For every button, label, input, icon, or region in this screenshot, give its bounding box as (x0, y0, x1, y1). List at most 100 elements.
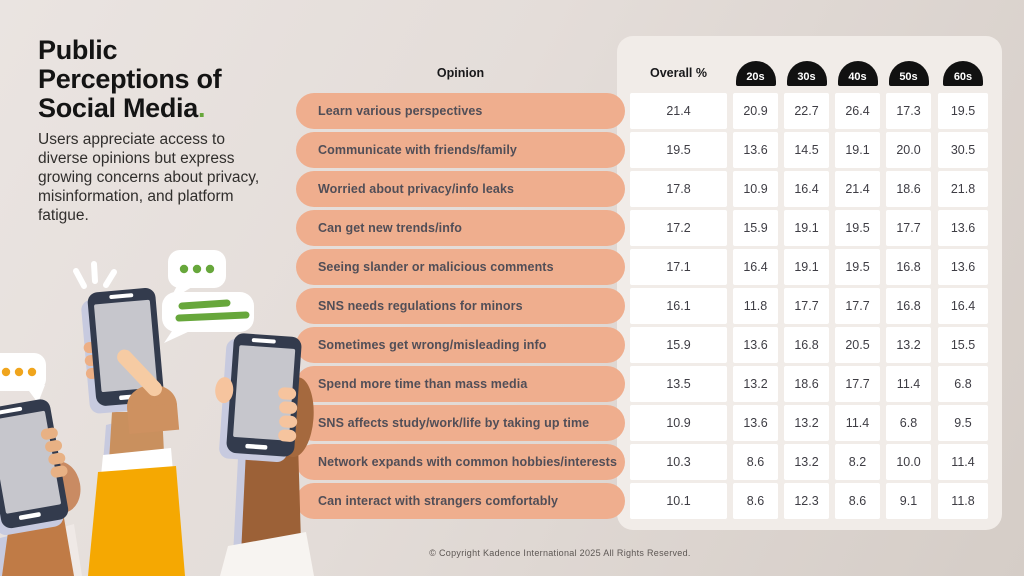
age-value-cell: 19.1 (784, 249, 829, 285)
age-value-cell: 13.2 (886, 327, 931, 363)
overall-value-cell: 16.1 (630, 288, 727, 324)
overall-value-cell: 17.1 (630, 249, 727, 285)
table-row: Learn various perspectives 21.4 20.9 22.7 26… (296, 93, 988, 129)
age-value-cell: 8.6 (835, 483, 880, 519)
age-column: 50s (886, 60, 931, 86)
age-value-cell: 13.6 (733, 327, 778, 363)
table-row: Network expands with common hobbies/inte… (296, 444, 988, 480)
age-value-cell: 16.4 (784, 171, 829, 207)
age-value-cell: 17.7 (886, 210, 931, 246)
age-value-cell: 21.4 (835, 171, 880, 207)
intro-block: Public Perceptions of Social Media. Users … (38, 36, 268, 225)
age-value-cell: 19.5 (835, 210, 880, 246)
copyright-footer: © Copyright Kadence International 2025 A… (429, 548, 691, 558)
overall-value-cell: 10.9 (630, 405, 727, 441)
age-value-cell: 9.5 (938, 405, 988, 441)
overall-value-cell: 15.9 (630, 327, 727, 363)
speech-bubble-orange-dots-icon (0, 353, 46, 403)
burst-icon (73, 261, 117, 289)
middle-phone-in-hand-icon (81, 288, 180, 434)
age-value-cell: 10.9 (733, 171, 778, 207)
age-value-cell: 11.4 (938, 444, 988, 480)
opinion-pill: Spend more time than mass media (296, 366, 625, 402)
age-value-cell: 11.4 (886, 366, 931, 402)
age-value-cell: 16.4 (733, 249, 778, 285)
age-badge: 40s (837, 61, 878, 86)
age-value-cell: 26.4 (835, 93, 880, 129)
age-value-cell: 13.6 (733, 405, 778, 441)
overall-value-cell: 10.3 (630, 444, 727, 480)
age-value-cell: 8.6 (733, 444, 778, 480)
overall-column-header: Overall % (650, 66, 707, 80)
age-badge: 20s (735, 61, 776, 86)
age-column: 40s (835, 60, 880, 86)
age-value-cell: 20.5 (835, 327, 880, 363)
age-value-cell: 10.0 (886, 444, 931, 480)
age-value-cell: 8.2 (835, 444, 880, 480)
overall-value-cell: 13.5 (630, 366, 727, 402)
opinion-pill: SNS affects study/work/life by taking up… (296, 405, 625, 441)
opinion-pill: SNS needs regulations for minors (296, 288, 625, 324)
age-value-cell: 13.2 (784, 405, 829, 441)
age-value-cell: 11.4 (835, 405, 880, 441)
table-row: Spend more time than mass media 13.5 13.2 1… (296, 366, 988, 402)
age-value-cell: 22.7 (784, 93, 829, 129)
opinion-pill: Network expands with common hobbies/inte… (296, 444, 625, 480)
opinion-pill: Learn various perspectives (296, 93, 625, 129)
overall-value-cell: 17.2 (630, 210, 727, 246)
age-value-cell: 30.5 (938, 132, 988, 168)
table-row: SNS needs regulations for minors 16.1 11.8… (296, 288, 988, 324)
age-column: 60s (938, 60, 988, 86)
age-value-cell: 16.8 (886, 249, 931, 285)
age-value-cell: 15.9 (733, 210, 778, 246)
table-row: Seeing slander or malicious comments 17.1… (296, 249, 988, 285)
age-value-cell: 16.8 (784, 327, 829, 363)
table-rows: Learn various perspectives 21.4 20.9 22.7 26… (296, 93, 988, 522)
age-value-cell: 13.6 (733, 132, 778, 168)
page-subtitle: Users appreciate access to diverse opini… (38, 131, 260, 224)
age-value-cell: 8.6 (733, 483, 778, 519)
right-arm (220, 442, 314, 576)
age-value-cell: 18.6 (784, 366, 829, 402)
age-value-cell: 20.0 (886, 132, 931, 168)
age-column: 20s (733, 60, 778, 86)
opinion-pill: Can get new trends/info (296, 210, 625, 246)
age-column: 30s (784, 60, 829, 86)
opinion-column-header: Opinion (436, 66, 485, 80)
right-phone-in-hand-icon (215, 333, 314, 462)
overall-value-cell: 21.4 (630, 93, 727, 129)
age-value-cell: 20.9 (733, 93, 778, 129)
age-value-cell: 16.8 (886, 288, 931, 324)
title-line: Perceptions of (38, 64, 222, 94)
age-value-cell: 12.3 (784, 483, 829, 519)
opinion-pill: Seeing slander or malicious comments (296, 249, 625, 285)
age-value-cell: 15.5 (938, 327, 988, 363)
age-badge: 30s (786, 61, 827, 86)
age-value-cell: 13.2 (733, 366, 778, 402)
opinion-pill: Can interact with strangers comfortably (296, 483, 625, 519)
age-value-cell: 17.7 (835, 288, 880, 324)
age-value-cell: 19.5 (938, 93, 988, 129)
title-accent-period: . (197, 93, 206, 123)
age-value-cell: 6.8 (938, 366, 988, 402)
overall-value-cell: 19.5 (630, 132, 727, 168)
age-value-cell: 21.8 (938, 171, 988, 207)
age-value-cell: 18.6 (886, 171, 931, 207)
table-header-row: Opinion Overall % 20s 30s 40s 50s 60s (296, 60, 988, 86)
age-value-cell: 17.3 (886, 93, 931, 129)
middle-arm (88, 412, 185, 576)
table-row: Communicate with friends/family 19.5 13.6 1… (296, 132, 988, 168)
hands-holding-phones-illustration (0, 250, 314, 576)
page-title: Public Perceptions of Social Media. (38, 36, 268, 123)
left-phone-in-hand-icon (0, 399, 81, 536)
opinion-pill: Worried about privacy/info leaks (296, 171, 625, 207)
table-row: SNS affects study/work/life by taking up… (296, 405, 988, 441)
overall-value-cell: 10.1 (630, 483, 727, 519)
age-value-cell: 11.8 (733, 288, 778, 324)
title-text: Social Media (38, 93, 198, 123)
speech-bubble-lines-icon (162, 292, 254, 343)
age-badge: 50s (888, 61, 929, 86)
title-line: Public (38, 35, 118, 65)
table-row: Sometimes get wrong/misleading info 15.9 1… (296, 327, 988, 363)
age-value-cell: 17.7 (835, 366, 880, 402)
